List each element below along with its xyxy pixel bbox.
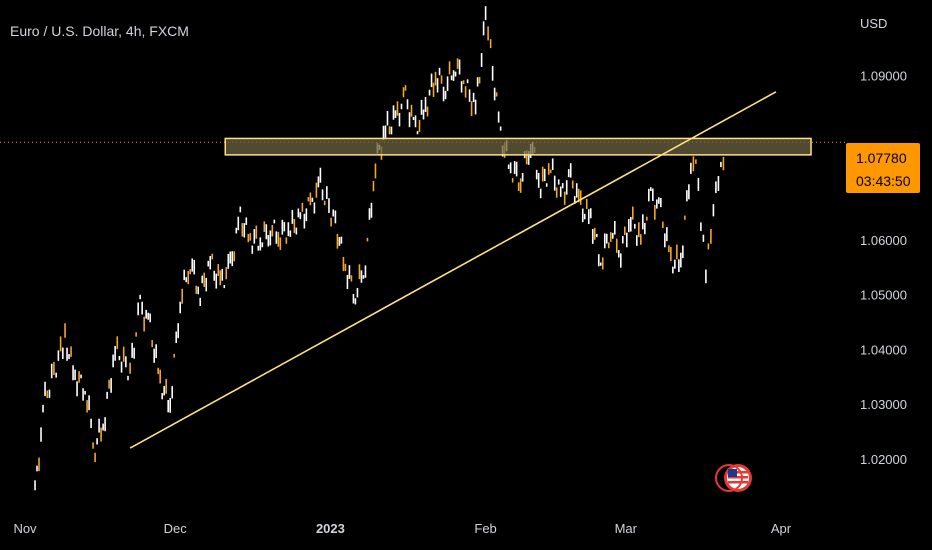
- y-tick-label: 1.02000: [860, 452, 907, 467]
- resistance-zone: [224, 137, 812, 156]
- x-tick-label: 2023: [316, 521, 345, 536]
- chart-title: Euro / U.S. Dollar, 4h, FXCM: [10, 23, 189, 39]
- y-tick-label: 1.04000: [860, 342, 907, 357]
- price-badge-box: [846, 143, 920, 193]
- y-tick-label: 1.05000: [860, 288, 907, 303]
- price-badge[interactable]: 1.07780 03:43:50: [846, 143, 920, 193]
- current-price-label: 1.07780: [856, 150, 907, 166]
- y-tick-label: 1.03000: [860, 397, 907, 412]
- x-tick-label: Apr: [771, 521, 792, 536]
- countdown-label: 03:43:50: [856, 173, 911, 189]
- price-series: [34, 6, 725, 491]
- x-tick-label: Dec: [164, 521, 188, 536]
- x-tick-label: Mar: [615, 521, 638, 536]
- currency-label[interactable]: USD: [860, 16, 887, 31]
- x-tick-label: Feb: [474, 521, 496, 536]
- trendline: [129, 91, 777, 449]
- y-tick-label: 1.09000: [860, 68, 907, 83]
- us-flag-icon[interactable]: [715, 464, 752, 492]
- drawing-overlays[interactable]: [0, 91, 846, 449]
- y-tick-label: 1.06000: [860, 233, 907, 248]
- x-tick-label: Nov: [13, 521, 37, 536]
- x-axis[interactable]: Nov Dec 2023 Feb Mar Apr: [13, 521, 791, 536]
